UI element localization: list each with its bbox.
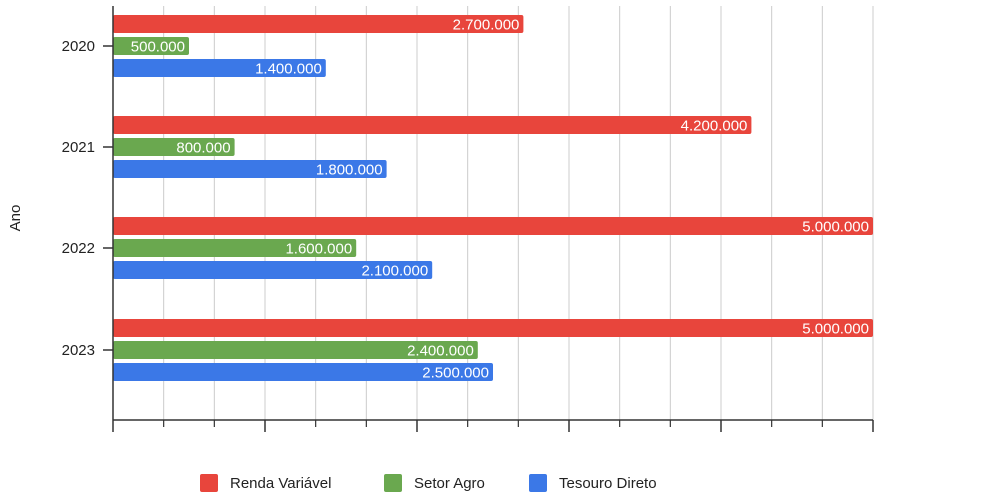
bars: 2.700.000 500.000 1.400.000 4.200.000 800.00…	[113, 15, 873, 382]
gridlines	[163, 6, 874, 420]
bar-renda-vari-vel-2020	[113, 15, 524, 33]
bar-data-label: 2.100.000	[361, 263, 428, 280]
bar-data-label: 800.000	[176, 140, 230, 157]
legend-swatch-tesouro-direto	[529, 474, 547, 492]
bar-tesouro-direto-2020	[113, 59, 326, 77]
legend-label: Tesouro Direto	[559, 475, 657, 492]
bar-tesouro-direto-2021	[113, 160, 387, 178]
legend-swatch-renda-vari-vel	[200, 474, 218, 492]
bar-setor-agro-2020	[113, 37, 189, 55]
category-label-2022: 2022	[62, 240, 95, 257]
axes: 2020 2021 2022 2023	[62, 6, 874, 432]
category-label-2020: 2020	[62, 38, 95, 55]
bar-data-label: 5.000.000	[802, 219, 869, 236]
bar-data-label: 1.600.000	[285, 241, 352, 258]
legend: Renda Variável Setor Agro Tesouro Direto	[200, 474, 657, 492]
legend-swatch-setor-agro	[384, 474, 402, 492]
bar-data-label: 2.400.000	[407, 343, 474, 360]
bar-renda-vari-vel-2021	[113, 116, 752, 134]
bar-data-label: 2.500.000	[422, 365, 489, 382]
bar-data-label: 1.800.000	[316, 162, 383, 179]
legend-label: Renda Variável	[230, 475, 331, 492]
bar-data-label: 2.700.000	[453, 17, 520, 34]
bar-tesouro-direto-2023	[113, 363, 493, 381]
bar-data-label: 500.000	[131, 39, 185, 56]
y-axis-title: Ano	[7, 205, 24, 232]
bar-setor-agro-2022	[113, 239, 357, 257]
bar-data-label: 4.200.000	[681, 118, 748, 135]
bar-tesouro-direto-2022	[113, 261, 433, 279]
bar-setor-agro-2023	[113, 341, 478, 359]
bar-data-label: 5.000.000	[802, 321, 869, 338]
legend-label: Setor Agro	[414, 475, 485, 492]
bar-data-label: 1.400.000	[255, 61, 322, 78]
category-label-2021: 2021	[62, 139, 95, 156]
category-label-2023: 2023	[62, 342, 95, 359]
bar-renda-vari-vel-2022	[113, 217, 873, 235]
bar-renda-vari-vel-2023	[113, 319, 873, 337]
bar-setor-agro-2021	[113, 138, 235, 156]
